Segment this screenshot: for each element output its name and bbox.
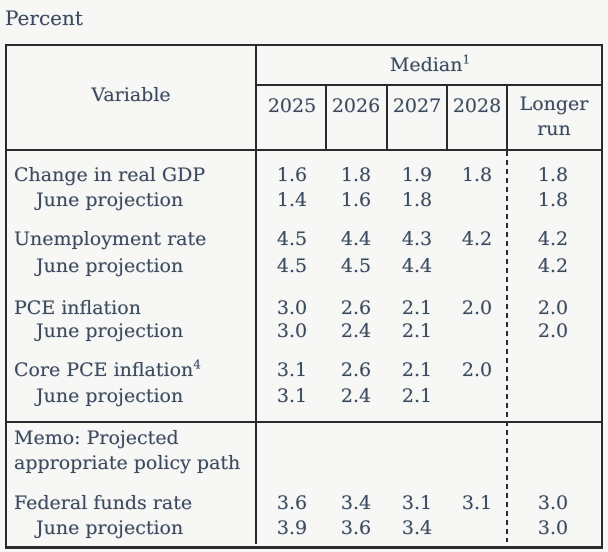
header-longer-run: Longer run xyxy=(519,93,589,140)
header-median-text: Median xyxy=(389,54,463,76)
cell-value: 3.6 xyxy=(276,492,308,514)
cell-value: 2.4 xyxy=(340,385,372,407)
row-label: Federal funds rate xyxy=(14,492,193,514)
row-label: Change in real GDP xyxy=(14,164,206,186)
cell-value: 3.1 xyxy=(276,385,308,407)
year-divider-2027-2028 xyxy=(446,85,448,151)
cell-value: 4.4 xyxy=(401,255,433,277)
header-variable: Variable xyxy=(91,84,171,106)
cell-value: 4.4 xyxy=(340,228,372,250)
header-year-2028: 2028 xyxy=(452,95,502,117)
variable-column-divider xyxy=(255,44,257,544)
cell-value: 2.4 xyxy=(340,320,372,342)
cell-value: 2.6 xyxy=(340,297,372,319)
cell-value: 3.1 xyxy=(401,492,433,514)
cell-value: 1.8 xyxy=(461,164,493,186)
cell-value: 4.2 xyxy=(537,255,569,277)
median-underline xyxy=(257,84,603,86)
cell-value: 4.2 xyxy=(537,228,569,250)
cell-value: 2.0 xyxy=(537,297,569,319)
header-bottom-rule xyxy=(5,149,603,151)
cell-value: 3.4 xyxy=(340,492,372,514)
row-label: Core PCE inflation4 xyxy=(14,357,201,381)
cell-value: 3.9 xyxy=(276,517,308,539)
row-label-june-projection: June projection xyxy=(36,189,184,211)
year-divider-2025-2026 xyxy=(325,85,327,151)
memo-line-2: appropriate policy path xyxy=(14,452,241,474)
cell-value: 2.1 xyxy=(401,385,433,407)
cell-value: 2.1 xyxy=(401,359,433,381)
cell-value: 4.2 xyxy=(461,228,493,250)
cell-value: 2.0 xyxy=(461,297,493,319)
header-median: Median1 xyxy=(257,53,603,77)
cell-value: 3.1 xyxy=(276,359,308,381)
year-divider-2028-longer-run xyxy=(506,85,508,151)
memo-separator-rule xyxy=(5,421,603,423)
cell-value: 4.5 xyxy=(340,255,372,277)
table-frame xyxy=(5,44,603,549)
longer-run-dashed-divider xyxy=(506,151,508,542)
cell-value: 1.8 xyxy=(401,189,433,211)
cell-value: 2.1 xyxy=(401,297,433,319)
cell-value: 3.1 xyxy=(461,492,493,514)
row-label-june-projection: June projection xyxy=(36,385,184,407)
cell-value: 1.8 xyxy=(340,164,372,186)
cell-value: 4.5 xyxy=(276,228,308,250)
row-label: Unemployment rate xyxy=(14,228,207,250)
cell-value: 2.6 xyxy=(340,359,372,381)
header-year-2025: 2025 xyxy=(267,95,317,117)
cell-value: 2.0 xyxy=(461,359,493,381)
unit-label: Percent xyxy=(5,6,83,30)
memo-line-1: Memo: Projected xyxy=(14,427,179,449)
cell-value: 1.4 xyxy=(276,189,308,211)
cell-value: 3.0 xyxy=(537,492,569,514)
row-label: PCE inflation xyxy=(14,297,141,319)
cell-value: 2.0 xyxy=(537,320,569,342)
cell-value: 3.4 xyxy=(401,517,433,539)
row-label-june-projection: June projection xyxy=(36,517,184,539)
cell-value: 3.0 xyxy=(276,297,308,319)
year-divider-2026-2027 xyxy=(386,85,388,151)
cell-value: 1.8 xyxy=(537,164,569,186)
header-median-footnote: 1 xyxy=(462,52,471,67)
cell-value: 3.0 xyxy=(537,517,569,539)
cell-value: 2.1 xyxy=(401,320,433,342)
cell-value: 1.9 xyxy=(401,164,433,186)
header-year-2026: 2026 xyxy=(331,95,381,117)
cell-value: 4.5 xyxy=(276,255,308,277)
cell-value: 3.6 xyxy=(340,517,372,539)
header-year-2027: 2027 xyxy=(392,95,442,117)
cell-value: 3.0 xyxy=(276,320,308,342)
cell-value: 1.6 xyxy=(340,189,372,211)
cell-value: 1.8 xyxy=(537,189,569,211)
row-label-footnote: 4 xyxy=(193,357,201,372)
cell-value: 4.3 xyxy=(401,228,433,250)
row-label-june-projection: June projection xyxy=(36,320,184,342)
cell-value: 1.6 xyxy=(276,164,308,186)
row-label-june-projection: June projection xyxy=(36,255,184,277)
